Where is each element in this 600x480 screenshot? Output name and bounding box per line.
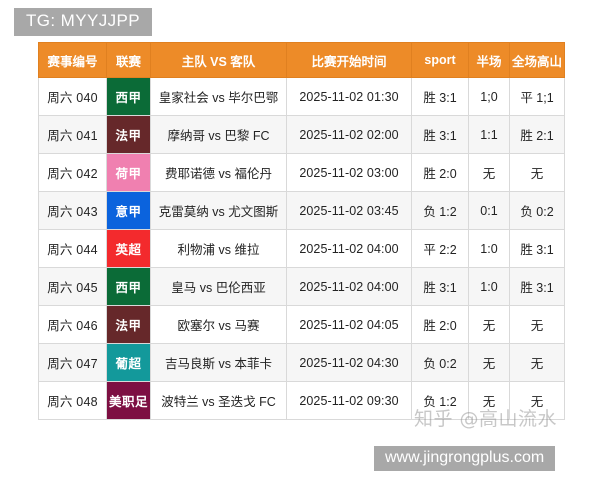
table-row[interactable]: 周六 041 法甲 摩纳哥 vs 巴黎 FC 2025-11-02 02:00 胜 3:… — [38, 115, 565, 154]
cell-league: 意甲 — [106, 191, 151, 230]
cell-teams: 皇家社会 vs 毕尔巴鄂 — [150, 77, 287, 116]
league-badge: 法甲 — [107, 116, 150, 153]
cell-fulltime: 无 — [509, 305, 565, 344]
cell-sport: 负 1:2 — [411, 191, 469, 230]
cell-kickoff: 2025-11-02 04:00 — [286, 267, 412, 306]
cell-match-id: 周六 047 — [38, 343, 107, 382]
cell-match-id: 周六 042 — [38, 153, 107, 192]
column-header-kickoff: 比赛开始时间 — [286, 42, 412, 78]
cell-halftime: 无 — [468, 343, 510, 382]
table-row[interactable]: 周六 044 英超 利物浦 vs 维拉 2025-11-02 04:00 平 2:2 1:… — [38, 229, 565, 268]
cell-sport: 胜 3:1 — [411, 77, 469, 116]
cell-halftime: 1:0 — [468, 267, 510, 306]
column-header-teams: 主队 VS 客队 — [150, 42, 287, 78]
column-header-league: 联赛 — [106, 42, 151, 78]
cell-kickoff: 2025-11-02 02:00 — [286, 115, 412, 154]
cell-kickoff: 2025-11-02 04:00 — [286, 229, 412, 268]
cell-league: 葡超 — [106, 343, 151, 382]
header-row: 赛事编号 联赛 主队 VS 客队 比赛开始时间 sport 半场 全场高山 — [38, 42, 565, 78]
table-header: 赛事编号 联赛 主队 VS 客队 比赛开始时间 sport 半场 全场高山 — [38, 42, 565, 78]
cell-league: 西甲 — [106, 77, 151, 116]
league-badge: 法甲 — [107, 306, 150, 343]
cell-match-id: 周六 044 — [38, 229, 107, 268]
league-badge: 英超 — [107, 230, 150, 267]
cell-sport: 平 2:2 — [411, 229, 469, 268]
cell-match-id: 周六 048 — [38, 381, 107, 420]
league-badge: 美职足 — [107, 382, 150, 419]
cell-fulltime: 无 — [509, 153, 565, 192]
cell-teams: 波特兰 vs 圣迭戈 FC — [150, 381, 287, 420]
league-badge: 西甲 — [107, 268, 150, 305]
cell-match-id: 周六 043 — [38, 191, 107, 230]
cell-halftime: 无 — [468, 153, 510, 192]
cell-league: 西甲 — [106, 267, 151, 306]
league-badge: 荷甲 — [107, 154, 150, 191]
cell-fulltime: 无 — [509, 343, 565, 382]
cell-teams: 吉马良斯 vs 本菲卡 — [150, 343, 287, 382]
cell-sport: 胜 3:1 — [411, 267, 469, 306]
cell-teams: 克雷莫纳 vs 尤文图斯 — [150, 191, 287, 230]
cell-teams: 欧塞尔 vs 马赛 — [150, 305, 287, 344]
table-row[interactable]: 周六 040 西甲 皇家社会 vs 毕尔巴鄂 2025-11-02 01:30 胜 3:… — [38, 77, 565, 116]
cell-teams: 费耶诺德 vs 福伦丹 — [150, 153, 287, 192]
cell-sport: 胜 2:0 — [411, 305, 469, 344]
cell-match-id: 周六 046 — [38, 305, 107, 344]
cell-halftime: 无 — [468, 305, 510, 344]
cell-kickoff: 2025-11-02 03:45 — [286, 191, 412, 230]
cell-sport: 负 0:2 — [411, 343, 469, 382]
cell-match-id: 周六 041 — [38, 115, 107, 154]
cell-sport: 胜 2:0 — [411, 153, 469, 192]
cell-sport: 胜 3:1 — [411, 115, 469, 154]
cell-halftime: 无 — [468, 381, 510, 420]
fixtures-table: 赛事编号 联赛 主队 VS 客队 比赛开始时间 sport 半场 全场高山 周六… — [38, 42, 565, 420]
cell-kickoff: 2025-11-02 04:05 — [286, 305, 412, 344]
site-url-watermark: www.jingrongplus.com — [374, 446, 556, 472]
cell-league: 美职足 — [106, 381, 151, 420]
cell-kickoff: 2025-11-02 01:30 — [286, 77, 412, 116]
cell-sport: 负 1:2 — [411, 381, 469, 420]
cell-fulltime: 无 — [509, 381, 565, 420]
league-badge: 葡超 — [107, 344, 150, 381]
table-row[interactable]: 周六 046 法甲 欧塞尔 vs 马赛 2025-11-02 04:05 胜 2:0 无无 — [38, 305, 565, 344]
cell-league: 法甲 — [106, 305, 151, 344]
cell-halftime: 1:1 — [468, 115, 510, 154]
table-row[interactable]: 周六 043 意甲 克雷莫纳 vs 尤文图斯 2025-11-02 03:45 负 1:… — [38, 191, 565, 230]
cell-kickoff: 2025-11-02 03:00 — [286, 153, 412, 192]
cell-fulltime: 胜 3:1 — [509, 267, 565, 306]
cell-teams: 皇马 vs 巴伦西亚 — [150, 267, 287, 306]
column-header-fulltime: 全场高山 — [509, 42, 565, 78]
table-row[interactable]: 周六 045 西甲 皇马 vs 巴伦西亚 2025-11-02 04:00 胜 3:1 1… — [38, 267, 565, 306]
cell-league: 英超 — [106, 229, 151, 268]
column-header-match-id: 赛事编号 — [38, 42, 107, 78]
column-header-halftime: 半场 — [468, 42, 510, 78]
table-row[interactable]: 周六 042 荷甲 费耶诺德 vs 福伦丹 2025-11-02 03:00 胜 2:0… — [38, 153, 565, 192]
table-row[interactable]: 周六 047 葡超 吉马良斯 vs 本菲卡 2025-11-02 04:30 负 0:2… — [38, 343, 565, 382]
tg-handle-badge: TG: MYYJJPP — [14, 8, 152, 36]
cell-halftime: 0:1 — [468, 191, 510, 230]
cell-fulltime: 胜 2:1 — [509, 115, 565, 154]
table-body: 周六 040 西甲 皇家社会 vs 毕尔巴鄂 2025-11-02 01:30 胜 3:… — [38, 77, 565, 420]
cell-match-id: 周六 045 — [38, 267, 107, 306]
league-badge: 意甲 — [107, 192, 150, 229]
cell-league: 荷甲 — [106, 153, 151, 192]
cell-teams: 利物浦 vs 维拉 — [150, 229, 287, 268]
cell-fulltime: 负 0:2 — [509, 191, 565, 230]
cell-halftime: 1:0 — [468, 229, 510, 268]
table-row[interactable]: 周六 048 美职足 波特兰 vs 圣迭戈 FC 2025-11-02 09:30 负 … — [38, 381, 565, 420]
cell-teams: 摩纳哥 vs 巴黎 FC — [150, 115, 287, 154]
fixtures-table-container: 赛事编号 联赛 主队 VS 客队 比赛开始时间 sport 半场 全场高山 周六… — [38, 42, 565, 420]
cell-kickoff: 2025-11-02 04:30 — [286, 343, 412, 382]
cell-league: 法甲 — [106, 115, 151, 154]
cell-fulltime: 胜 3:1 — [509, 229, 565, 268]
cell-kickoff: 2025-11-02 09:30 — [286, 381, 412, 420]
cell-fulltime: 平 1;1 — [509, 77, 565, 116]
column-header-sport: sport — [411, 42, 469, 78]
league-badge: 西甲 — [107, 78, 150, 115]
cell-match-id: 周六 040 — [38, 77, 107, 116]
cell-halftime: 1;0 — [468, 77, 510, 116]
